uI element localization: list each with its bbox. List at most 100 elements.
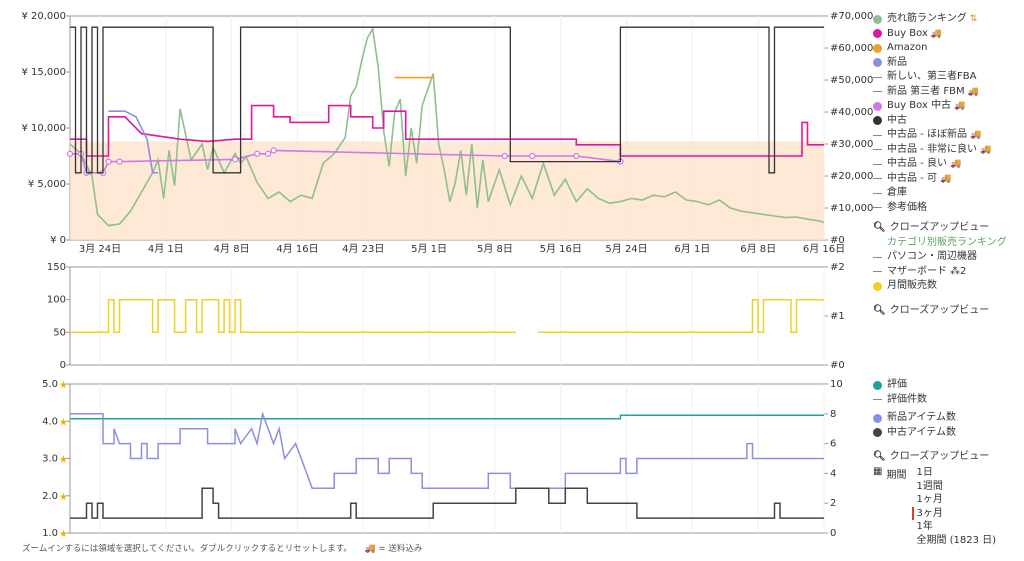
y-tick-label: #60,000 [830,43,873,54]
legend-buybox-used[interactable]: Buy Box 中古 🚚 [873,99,1007,114]
data-point [105,158,112,165]
data-point [270,147,277,154]
search-icon: 🔍︎ [873,304,886,316]
legend-monthly-sales[interactable]: 月間販売数 [873,279,1007,294]
truck-icon: 🚚 [939,173,952,184]
y-tick-label: ¥ 0 [50,235,66,246]
y-tick-label: 0 [60,360,66,371]
series-line [108,110,159,174]
legend-ref-price[interactable]: 参考価格 [873,201,1007,216]
legend-cat-mb[interactable]: マザーボード ⁂ 2 [873,265,1007,280]
fbm-area [70,141,824,240]
period-option[interactable]: 3ヶ月 [912,506,996,520]
legend-rank[interactable]: 売れ筋ランキング ⇅ [873,12,1007,27]
y-tick-label: 4 [830,468,836,479]
legend-used-offer-count[interactable]: 中古アイテム数 [873,426,989,441]
legend-new-offer-count[interactable]: 新品アイテム数 [873,411,989,426]
x-tick-label: 4月 8日 [214,243,250,255]
x-tick-label: 6月 1日 [674,243,710,255]
closeup-toggle-2[interactable]: 🔍︎ クローズアップビュー [873,304,990,316]
star-icon: ★ [59,380,68,391]
data-point [501,152,508,160]
y-tick-label: ¥ 10,000 [21,123,66,134]
legend-used-like-new[interactable]: 中古品 - ほぼ新品 🚚 [873,128,1007,143]
closeup-toggle-3[interactable]: 🔍︎ クローズアップビュー [873,451,990,463]
x-tick-label: 4月 1日 [148,243,184,255]
y-tick-label: 50 [53,327,66,338]
data-point [529,152,536,160]
star-icon: ★ [59,492,68,503]
rating-legend: 評価 評価件数 新品アイテム数 中古アイテム数 🔍︎ クローズアップビュー [873,378,989,465]
data-point [232,156,239,163]
legend-new[interactable]: 新品 [873,56,1007,71]
data-point [573,152,580,160]
y-tick-label: #10,000 [830,203,873,214]
legend-new-3p-fba[interactable]: 新しい、第三者FBA [873,70,1007,85]
period-option[interactable]: 全期間 (1823 日) [916,534,997,546]
x-tick-label: 6月 16日 [803,243,845,255]
series-line [70,410,824,490]
y-tick-label: 0 [830,528,836,539]
y-tick-label: 6 [830,439,836,450]
star-icon: ★ [59,417,68,428]
legend-cat-pc[interactable]: パソコン・周辺機器 [873,250,1007,265]
period-option[interactable]: 1週間 [916,480,943,492]
series-line [70,487,824,519]
y-tick-label: #50,000 [830,75,873,86]
x-tick-label: 4月 16日 [276,243,318,255]
data-point [66,150,74,157]
closeup-toggle-1[interactable]: 🔍︎ クローズアップビュー [873,222,990,234]
period-option[interactable]: 1年 [916,521,933,532]
footer-note: ズームインするには領域を選択してください。ダブルクリックするとリセットします。 … [22,544,423,554]
y-tick-label: #40,000 [830,107,873,118]
calendar-icon: ▦ [873,466,883,477]
x-tick-label: 3月 24日 [79,243,121,255]
series-line [70,298,824,334]
period-selector: ▦ 期間 1日 1週間 1ヶ月 3ヶ月 1年全期間 (1823 日) [873,466,996,547]
y-tick-label: ¥ 20,000 [21,11,66,22]
data-point [116,158,123,165]
y-tick-label: 150 [47,262,66,273]
y-tick-label: #0 [830,360,845,371]
legend-buybox[interactable]: Buy Box 🚚 [873,27,1007,42]
legend-amazon[interactable]: Amazon [873,41,1007,56]
y-tick-label: #1 [830,311,845,322]
period-label: 期間 [886,470,907,481]
x-tick-label: 4月 23日 [342,243,384,255]
hierarchy-icon: ⁂ [950,265,960,277]
x-tick-label: 5月 8日 [477,243,513,255]
y-tick-label: 4.0 [42,416,58,427]
truck-icon: 🚚 [949,159,962,170]
period-option[interactable]: 1ヶ月 [916,494,943,505]
y-tick-label: 5.0 [42,379,58,390]
y-tick-label: 2.0 [42,491,58,502]
chart-icon[interactable]: ⇅ [969,14,978,25]
truck-icon: 🚚 [930,28,943,39]
legend-rating[interactable]: 評価 [873,378,989,393]
star-icon: ★ [59,455,68,466]
legend-used-very-good[interactable]: 中古品 - 非常に良い 🚚 [873,143,1007,158]
legend-used[interactable]: 中古 [873,114,1007,129]
price-legend: 売れ筋ランキング ⇅ Buy Box 🚚 Amazon 新品 新しい、第三者FBA … [873,12,1007,318]
y-tick-label: ¥ 15,000 [21,67,66,78]
truck-icon: 🚚 [954,101,966,112]
legend-used-acceptable[interactable]: 中古品 - 可 🚚 [873,172,1007,187]
search-icon: 🔍︎ [873,222,886,234]
legend-used-good[interactable]: 中古品 - 良い 🚚 [873,157,1007,172]
truck-icon: 🚚 [364,544,376,554]
y-tick-label: ¥ 5,000 [28,179,66,190]
plot-frame [69,266,825,366]
legend-new-3p-fbm[interactable]: 新品 第三者 FBM 🚚 [873,85,1007,100]
data-point [254,150,261,157]
y-tick-label: #20,000 [830,171,873,182]
legend-rating-count[interactable]: 評価件数 [873,393,989,408]
data-point [265,150,272,157]
search-icon: 🔍︎ [873,451,886,463]
star-icon: ★ [59,529,68,540]
legend-category-rank[interactable]: カテゴリ別販売ランキング [887,236,1007,248]
legend-warehouse[interactable]: 倉庫 [873,186,1007,201]
period-option[interactable]: 1日 [916,467,933,478]
y-tick-label: #70,000 [830,11,873,22]
y-tick-label: #0 [830,235,845,246]
